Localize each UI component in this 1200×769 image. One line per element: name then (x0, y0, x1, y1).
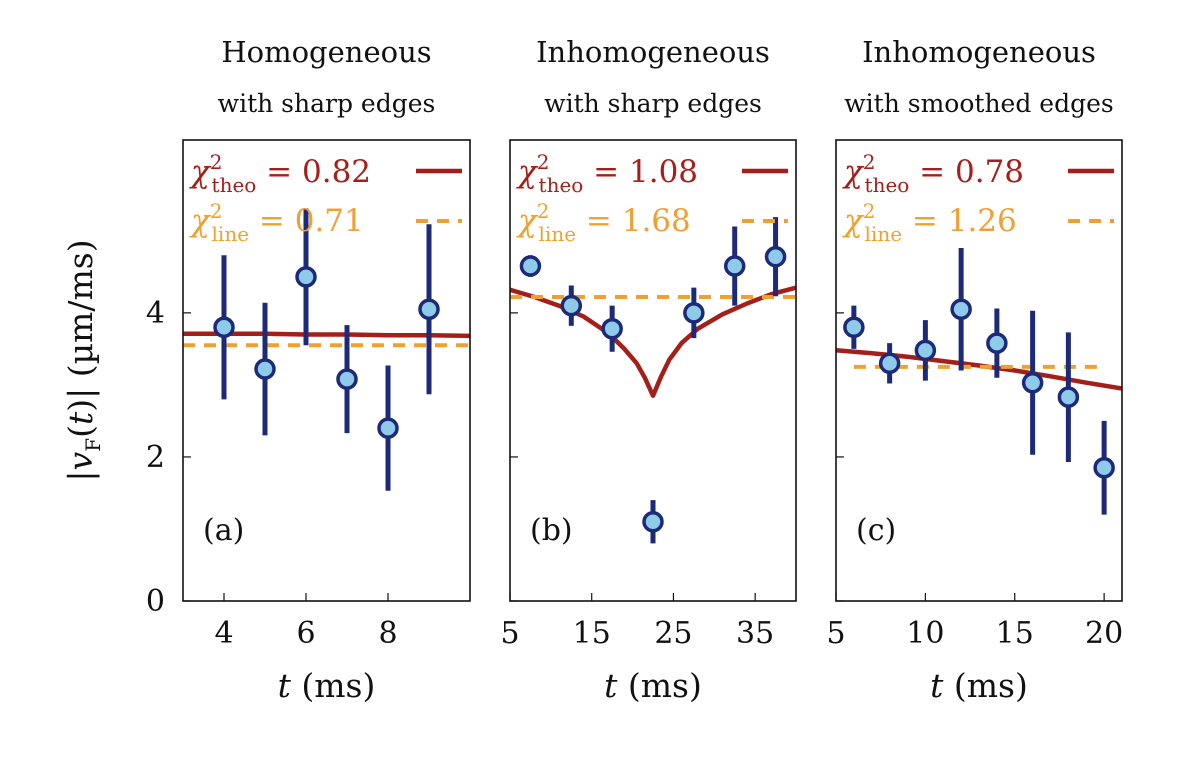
legend-theory-label: χ2 theo = 0.82 (189, 150, 371, 197)
data-point (295, 266, 317, 288)
x-tick-label: 35 (736, 616, 774, 651)
data-point (601, 317, 623, 340)
data-point (642, 511, 664, 533)
x-axis-label: t (ms) (604, 666, 702, 705)
x-tick-label: 20 (1085, 616, 1123, 651)
legend-linear-label: χ2 line = 1.68 (516, 199, 691, 246)
x-axis-label: t (ms) (930, 666, 1028, 705)
data-point (336, 368, 358, 390)
x-tick-label: 15 (996, 616, 1034, 651)
data-point (764, 245, 787, 268)
data-point (914, 339, 937, 362)
data-point (213, 316, 235, 339)
y-tick-label: 0 (146, 584, 165, 619)
data-point (560, 294, 583, 317)
y-axis-label: |vF(t)| (µm/ms) (61, 239, 105, 481)
panel-subtitle: with sharp edges (544, 89, 762, 118)
panel-title: Homogeneous (221, 35, 431, 69)
legend (742, 168, 788, 223)
theory-curve (836, 348, 1122, 391)
legend-theory-label: χ2 theo = 1.08 (516, 150, 698, 197)
panel-b: Inhomogeneous with sharp edges 5 15 25 35 t (m… (500, 35, 797, 705)
data-point (377, 417, 399, 439)
data-point (519, 255, 542, 277)
panel-label: (c) (856, 513, 896, 548)
data-point (254, 358, 276, 380)
data-point (1021, 371, 1044, 394)
data-point (418, 298, 440, 321)
x-tick-label: 5 (826, 616, 845, 651)
panel-title: Inhomogeneous (536, 35, 770, 69)
x-tick-label: 10 (906, 616, 944, 651)
panel-c: Inhomogeneous with smoothed edges 5 10 15 20 t… (826, 35, 1123, 705)
data-point (723, 255, 746, 277)
panel-subtitle: with sharp edges (218, 89, 436, 118)
theory-curve (510, 285, 796, 398)
data-point (843, 316, 865, 339)
x-tick-label: 15 (573, 616, 611, 651)
panel-label: (a) (203, 513, 244, 548)
panel-label: (b) (530, 513, 573, 548)
y-tick-label: 4 (146, 296, 165, 331)
legend-linear-label: χ2 line = 1.26 (842, 199, 1017, 246)
panel-a: Homogeneous with sharp edges 0 2 4 4 6 8t (ms) (… (146, 35, 471, 705)
data-point (683, 302, 705, 324)
legend (416, 168, 462, 223)
legend (1068, 168, 1114, 223)
legend-linear-label: χ2 line = 0.71 (189, 199, 364, 246)
data-point (986, 332, 1008, 354)
plot-frame (509, 139, 797, 602)
panel-title: Inhomogeneous (862, 35, 1096, 69)
x-tick-label: 25 (654, 616, 692, 651)
x-axis-label: t (ms) (278, 666, 376, 705)
plot-frame (182, 139, 471, 602)
x-tick-label: 4 (214, 616, 233, 651)
x-tick-label: 8 (378, 616, 397, 651)
data-point (1093, 456, 1115, 479)
y-tick-label: 2 (146, 440, 165, 475)
data-point (1057, 386, 1080, 408)
legend-theory-label: χ2 theo = 0.78 (842, 150, 1024, 197)
data-point (878, 352, 901, 375)
panel-subtitle: with smoothed edges (844, 89, 1113, 118)
plot-frame (835, 139, 1123, 602)
data-point (950, 298, 972, 321)
x-tick-label: 6 (296, 616, 315, 651)
x-tick-label: 5 (500, 616, 519, 651)
